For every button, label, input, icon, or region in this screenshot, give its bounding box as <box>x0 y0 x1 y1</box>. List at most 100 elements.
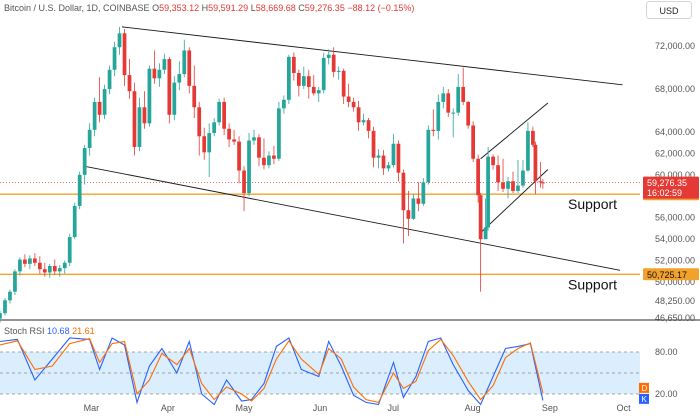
candle-body <box>162 59 167 70</box>
candle-body <box>526 130 530 171</box>
trendline-channel-top <box>121 26 623 86</box>
candle-body <box>538 181 543 183</box>
support-label: Support <box>568 196 617 212</box>
candle-body <box>351 101 356 108</box>
candle-body <box>461 86 466 102</box>
trendline-wedge-upper <box>480 102 549 160</box>
candle-body <box>167 59 172 115</box>
candle-body <box>321 57 326 91</box>
d-badge-bg <box>639 382 649 393</box>
candle-body <box>172 82 177 115</box>
candle-body <box>516 185 520 191</box>
candle-body <box>431 129 436 131</box>
candle-body <box>157 69 162 79</box>
candle-body <box>533 144 538 182</box>
time-tick-label: May <box>236 403 254 413</box>
candle-body <box>483 227 488 240</box>
candle-body <box>416 198 421 204</box>
candle-body <box>287 56 291 100</box>
trendline-wedge-lower <box>480 169 549 234</box>
candle-body <box>506 181 510 189</box>
candle-body <box>137 107 142 147</box>
candle-body <box>356 107 361 123</box>
candle-body <box>23 259 27 264</box>
time-tick-label: Apr <box>161 403 175 413</box>
candle-body <box>42 269 47 273</box>
candle-body <box>272 155 276 159</box>
d-value: 21.61 <box>72 326 95 336</box>
trendlines <box>84 26 623 271</box>
candle-body <box>466 101 471 126</box>
candle-body <box>436 101 441 131</box>
currency-button[interactable]: USD <box>646 1 692 19</box>
candle-body <box>13 271 17 292</box>
candle-body <box>511 181 515 191</box>
stoch-rsi-pane: 80.00 20.00 DK <box>0 337 678 406</box>
time-axis[interactable]: Mar Apr May Jun Jul Aug Sep Oct <box>84 403 631 413</box>
candle-body <box>521 170 525 186</box>
candle-body <box>476 158 480 196</box>
price-tick-label: 54,000.00 <box>655 234 695 244</box>
candle-body <box>237 141 241 171</box>
k-badge-label: K <box>642 395 648 404</box>
candle-body <box>32 258 37 263</box>
open-value: 59,353.12 <box>159 3 200 13</box>
price-tag-bg <box>643 268 699 281</box>
close-label: C <box>298 3 305 13</box>
candle-body <box>102 89 107 115</box>
symbol-header: Bitcoin / U.S. Dollar, 1D, COINBASE O59,… <box>4 3 414 13</box>
candle-body <box>421 182 426 204</box>
candle-body <box>267 155 271 166</box>
candle-body <box>217 101 222 123</box>
candle-body <box>0 313 2 319</box>
candle-body <box>386 165 391 169</box>
candle-body <box>282 99 286 109</box>
candle-body <box>371 130 376 158</box>
candle-body <box>52 265 57 272</box>
stoch-d-line <box>0 338 544 404</box>
time-tick-label: Sep <box>542 403 558 413</box>
time-tick-label: Jul <box>387 403 399 413</box>
candle-body <box>207 133 212 153</box>
time-tick-label: Mar <box>84 403 100 413</box>
candle-body <box>62 262 67 269</box>
candle-body <box>147 68 152 124</box>
candle-body <box>122 33 127 76</box>
candle-body <box>456 86 461 113</box>
k-value: 10.68 <box>47 326 70 336</box>
price-axis[interactable]: 72,000.00 68,000.00 64,000.00 62,000.00 60,0… <box>643 41 699 323</box>
price-tick-label: 52,000.00 <box>655 256 695 266</box>
indicator-legend[interactable]: Stoch RSI 10.68 21.61 <box>4 326 95 336</box>
candle-body <box>92 101 97 130</box>
price-tick-label: 60,000.00 <box>655 170 695 180</box>
stoch-tick-label: 80.00 <box>655 347 678 357</box>
candle-body <box>72 205 77 238</box>
trendline-channel-bottom <box>84 165 621 271</box>
candle-body <box>361 120 366 123</box>
candle-body <box>28 258 32 264</box>
candle-body <box>117 33 122 48</box>
candle-body <box>401 172 406 211</box>
candle-body <box>87 129 92 149</box>
candle-body <box>326 54 331 58</box>
stoch-k-line <box>0 337 544 406</box>
candle-body <box>222 101 226 129</box>
candle-body <box>341 70 346 97</box>
high-value: 59,591.29 <box>208 3 249 13</box>
candle-body <box>97 101 102 115</box>
candle-body <box>441 93 446 102</box>
price-tag-label: 50,725.17 <box>647 270 687 280</box>
candle-body <box>18 259 22 272</box>
candle-body <box>478 195 483 240</box>
price-tick-label: 64,000.00 <box>655 127 695 137</box>
price-tick-label: 46,650.00 <box>655 313 695 323</box>
candle-body <box>486 156 490 228</box>
candle-body <box>331 54 336 72</box>
last-price-label: 59,276.35 <box>647 178 687 188</box>
price-tick-label: 62,000.00 <box>655 148 695 158</box>
stoch-tick-label: 20.00 <box>655 389 678 399</box>
candle-body <box>77 174 82 206</box>
candle-body <box>187 50 192 86</box>
